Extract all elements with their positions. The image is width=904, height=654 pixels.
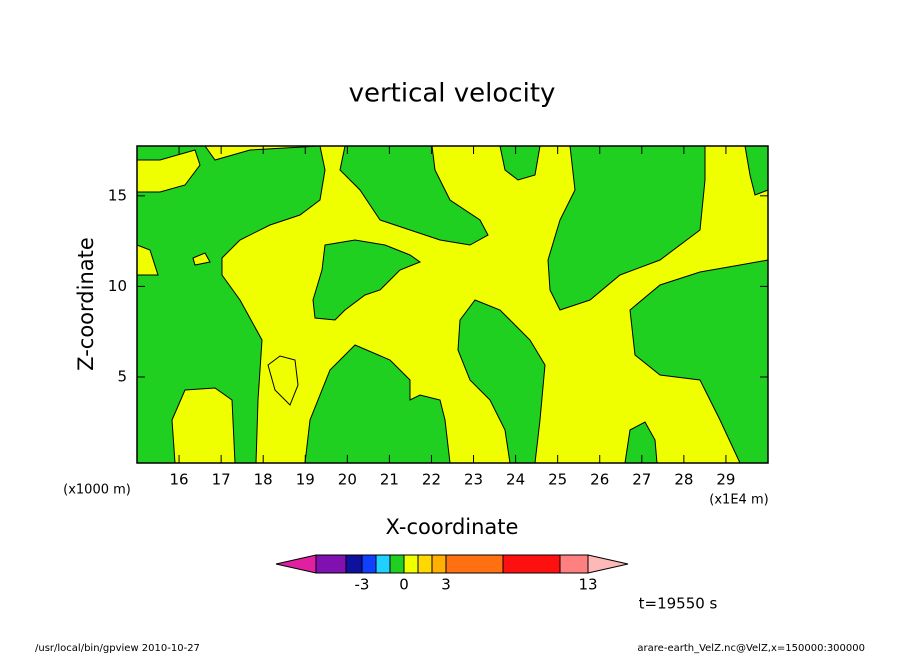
colorbar-box	[403, 554, 419, 574]
region-positive	[192, 252, 299, 406]
y-tick-label: 15	[108, 186, 127, 204]
x-tick-label: 19	[296, 471, 315, 489]
colorbar-box	[431, 554, 447, 574]
x-tick-label: 25	[548, 471, 567, 489]
y-axis-label: Z-coordinate	[74, 237, 98, 371]
chart-title: vertical velocity	[349, 79, 556, 109]
x-tick-label: 23	[464, 471, 483, 489]
x-tick-label: 22	[422, 471, 441, 489]
colorbar-tick-label: 0	[399, 576, 409, 594]
x-tick-label: 17	[212, 471, 231, 489]
x-tick-label: 24	[506, 471, 525, 489]
x-unit: (x1E4 m)	[709, 493, 768, 508]
colorbar-under	[275, 554, 317, 574]
colorbar-box	[559, 554, 589, 574]
colorbar-box	[417, 554, 433, 574]
colorbar-box	[361, 554, 377, 574]
x-tick-label: 29	[716, 471, 735, 489]
x-tick-label: 26	[590, 471, 609, 489]
time-label: t=19550 s	[639, 595, 718, 613]
colorbar-box	[375, 554, 391, 574]
x-tick-label: 27	[632, 471, 651, 489]
contour-field	[136, 145, 769, 464]
colorbar-tick-label: 13	[578, 576, 597, 594]
x-tick-label: 16	[170, 471, 189, 489]
x-axis-label: X-coordinate	[386, 515, 519, 539]
colorbar-box	[389, 554, 405, 574]
colorbar-box	[445, 554, 504, 574]
plot-frame	[136, 145, 769, 464]
x-tick-label: 21	[380, 471, 399, 489]
y-tick-label: 10	[108, 277, 127, 295]
colorbar-box	[345, 554, 363, 574]
footer-right: arare-earth_VelZ.nc@VelZ,x=150000:300000	[637, 643, 865, 654]
region-negative	[136, 145, 769, 464]
x-tick-label: 28	[674, 471, 693, 489]
x-tick-label: 20	[338, 471, 357, 489]
colorbar-box	[502, 554, 561, 574]
footer-left: /usr/local/bin/gpview 2010-10-27	[35, 643, 200, 654]
colorbar-tick-label: 3	[441, 576, 451, 594]
colorbar-box	[315, 554, 347, 574]
x-tick-label: 18	[254, 471, 273, 489]
colorbar-tick-label: -3	[355, 576, 370, 594]
colorbar-over	[587, 554, 629, 574]
y-tick-label: 5	[117, 367, 127, 385]
y-unit: (x1000 m)	[63, 483, 131, 498]
